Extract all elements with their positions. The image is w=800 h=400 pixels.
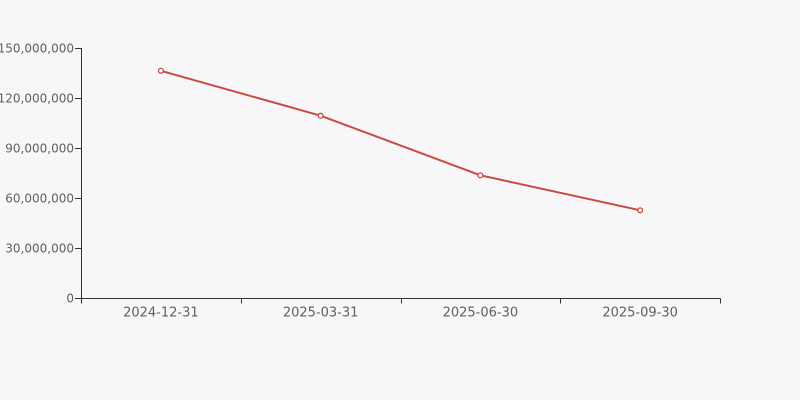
x-tick-label: 2025-03-31 xyxy=(283,306,359,321)
x-tick-label: 2025-06-30 xyxy=(443,306,519,321)
data-point-marker[interactable] xyxy=(157,67,164,74)
y-tick-label: 120,000,000 xyxy=(0,92,74,106)
data-point-marker[interactable] xyxy=(477,172,484,179)
y-tick-label: 90,000,000 xyxy=(5,142,74,156)
data-point-marker[interactable] xyxy=(637,207,644,214)
y-tick-label: 150,000,000 xyxy=(0,42,74,56)
series-line xyxy=(159,69,642,212)
y-tick-label: 30,000,000 xyxy=(5,242,74,256)
x-tick-label: 2025-09-30 xyxy=(602,306,678,321)
y-tick-label: 0 xyxy=(66,292,74,306)
x-tick-label: 2024-12-31 xyxy=(123,306,199,321)
y-tick-label: 60,000,000 xyxy=(5,192,74,206)
data-point-marker[interactable] xyxy=(317,112,324,119)
